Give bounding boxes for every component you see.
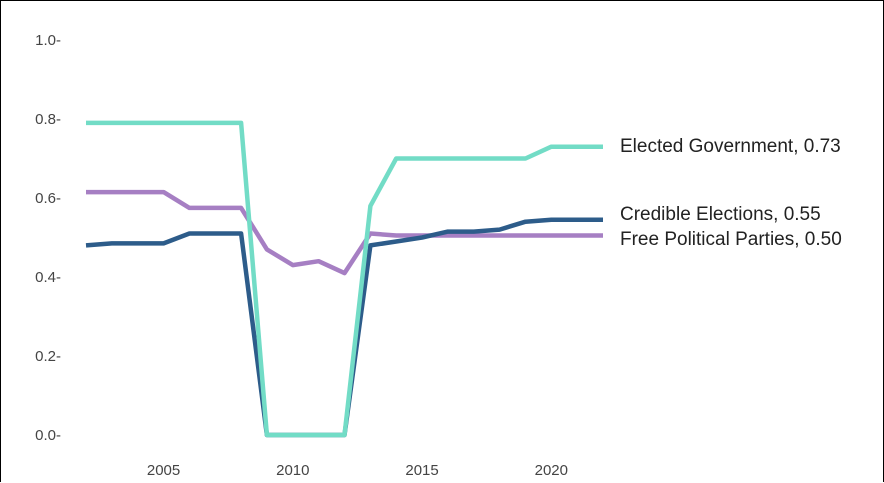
y-tick-label: 0.6- — [35, 190, 61, 207]
y-tick-label: 0.8- — [35, 111, 61, 128]
x-tick-label: 2015 — [405, 462, 438, 479]
y-tick-label: 1.0- — [35, 32, 61, 49]
x-axis-ticks: 2005 2010 2015 2020 — [147, 462, 568, 479]
series-end-labels: Elected Government, 0.73 Credible Electio… — [620, 136, 842, 250]
y-tick-label: 0.4- — [35, 269, 61, 286]
y-tick-label: 0.2- — [35, 348, 61, 365]
series-end-label: Free Political Parties, 0.50 — [620, 229, 842, 250]
x-tick-label: 2010 — [276, 462, 309, 479]
y-axis-ticks: 1.0- 0.8- 0.6- 0.4- 0.2- 0.0- — [35, 32, 61, 444]
series-end-label: Credible Elections, 0.55 — [620, 204, 821, 225]
x-tick-label: 2020 — [535, 462, 568, 479]
y-tick-label: 0.0- — [35, 427, 61, 444]
series-end-label: Elected Government, 0.73 — [620, 136, 841, 157]
series-line-credible-elections — [85, 217, 603, 438]
series-line-free-political-parties — [86, 189, 603, 276]
series-lines — [85, 120, 603, 438]
series-line-elected-government — [86, 120, 603, 438]
x-tick-label: 2005 — [147, 462, 180, 479]
